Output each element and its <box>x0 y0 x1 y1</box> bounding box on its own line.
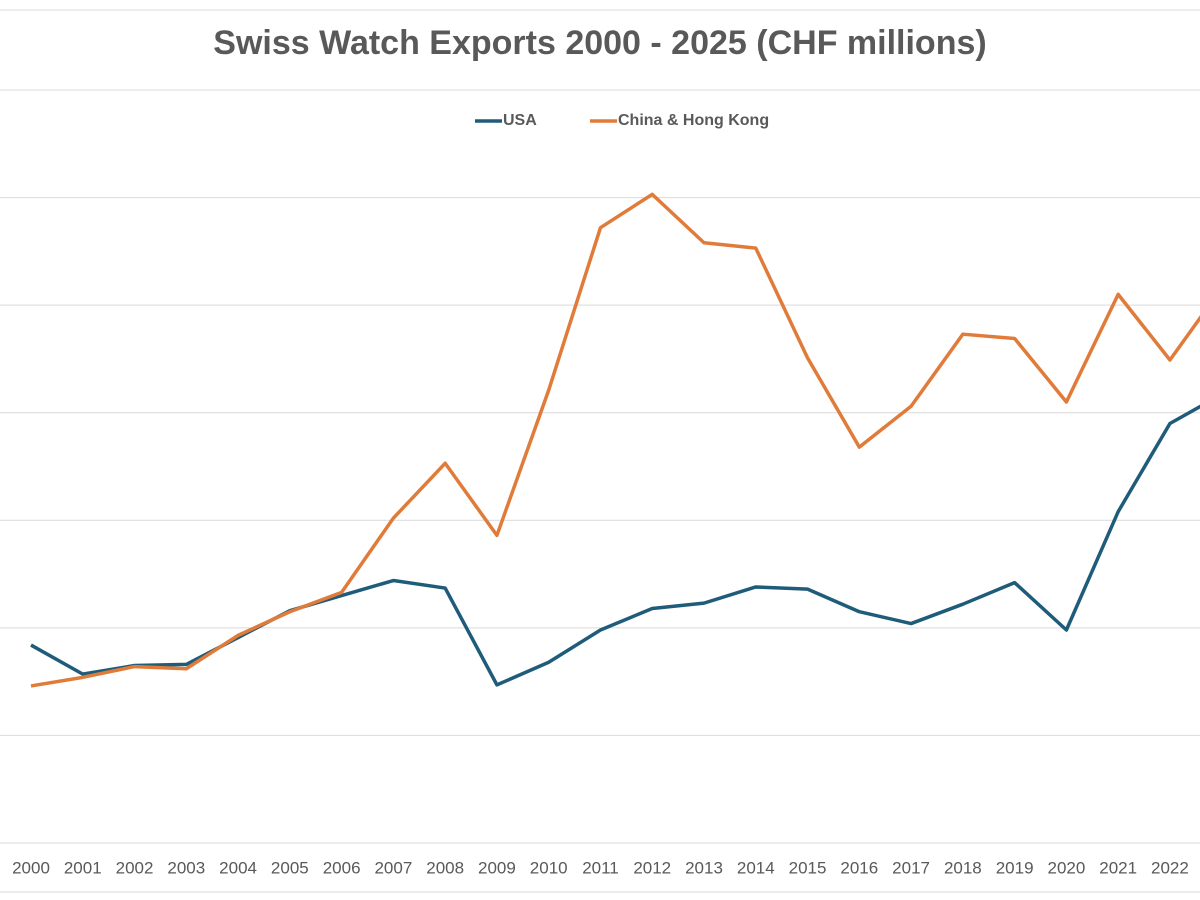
x-tick-label: 2018 <box>944 858 982 877</box>
x-tick-label: 2012 <box>633 858 671 877</box>
x-tick-label: 2004 <box>219 858 257 877</box>
x-tick-label: 2005 <box>271 858 309 877</box>
chart-title: Swiss Watch Exports 2000 - 2025 (CHF mil… <box>213 24 986 62</box>
x-tick-label: 2008 <box>426 858 464 877</box>
x-tick-label: 2015 <box>789 858 827 877</box>
series-line <box>30 192 1200 688</box>
x-tick-label: 2020 <box>1047 858 1085 877</box>
x-tick-label: 2009 <box>478 858 516 877</box>
x-tick-label: 2007 <box>374 858 412 877</box>
x-tick-label: 2002 <box>116 858 154 877</box>
x-tick-label: 2017 <box>892 858 930 877</box>
legend-label: China & Hong Kong <box>618 112 769 129</box>
x-tick-label: 2022 <box>1151 858 1189 877</box>
legend-label: USA <box>503 112 537 129</box>
x-tick-label: 2013 <box>685 858 723 877</box>
x-tick-label: 2000 <box>12 858 50 877</box>
series-line <box>30 404 1200 687</box>
x-tick-label: 2021 <box>1099 858 1137 877</box>
x-tick-label: 2010 <box>530 858 568 877</box>
x-tick-label: 2014 <box>737 858 775 877</box>
x-tick-label: 2001 <box>64 858 102 877</box>
x-tick-label: 2019 <box>996 858 1034 877</box>
x-tick-label: 2003 <box>167 858 205 877</box>
x-tick-label: 2016 <box>840 858 878 877</box>
x-tick-label: 2011 <box>582 858 619 877</box>
x-tick-label: 2006 <box>323 858 361 877</box>
